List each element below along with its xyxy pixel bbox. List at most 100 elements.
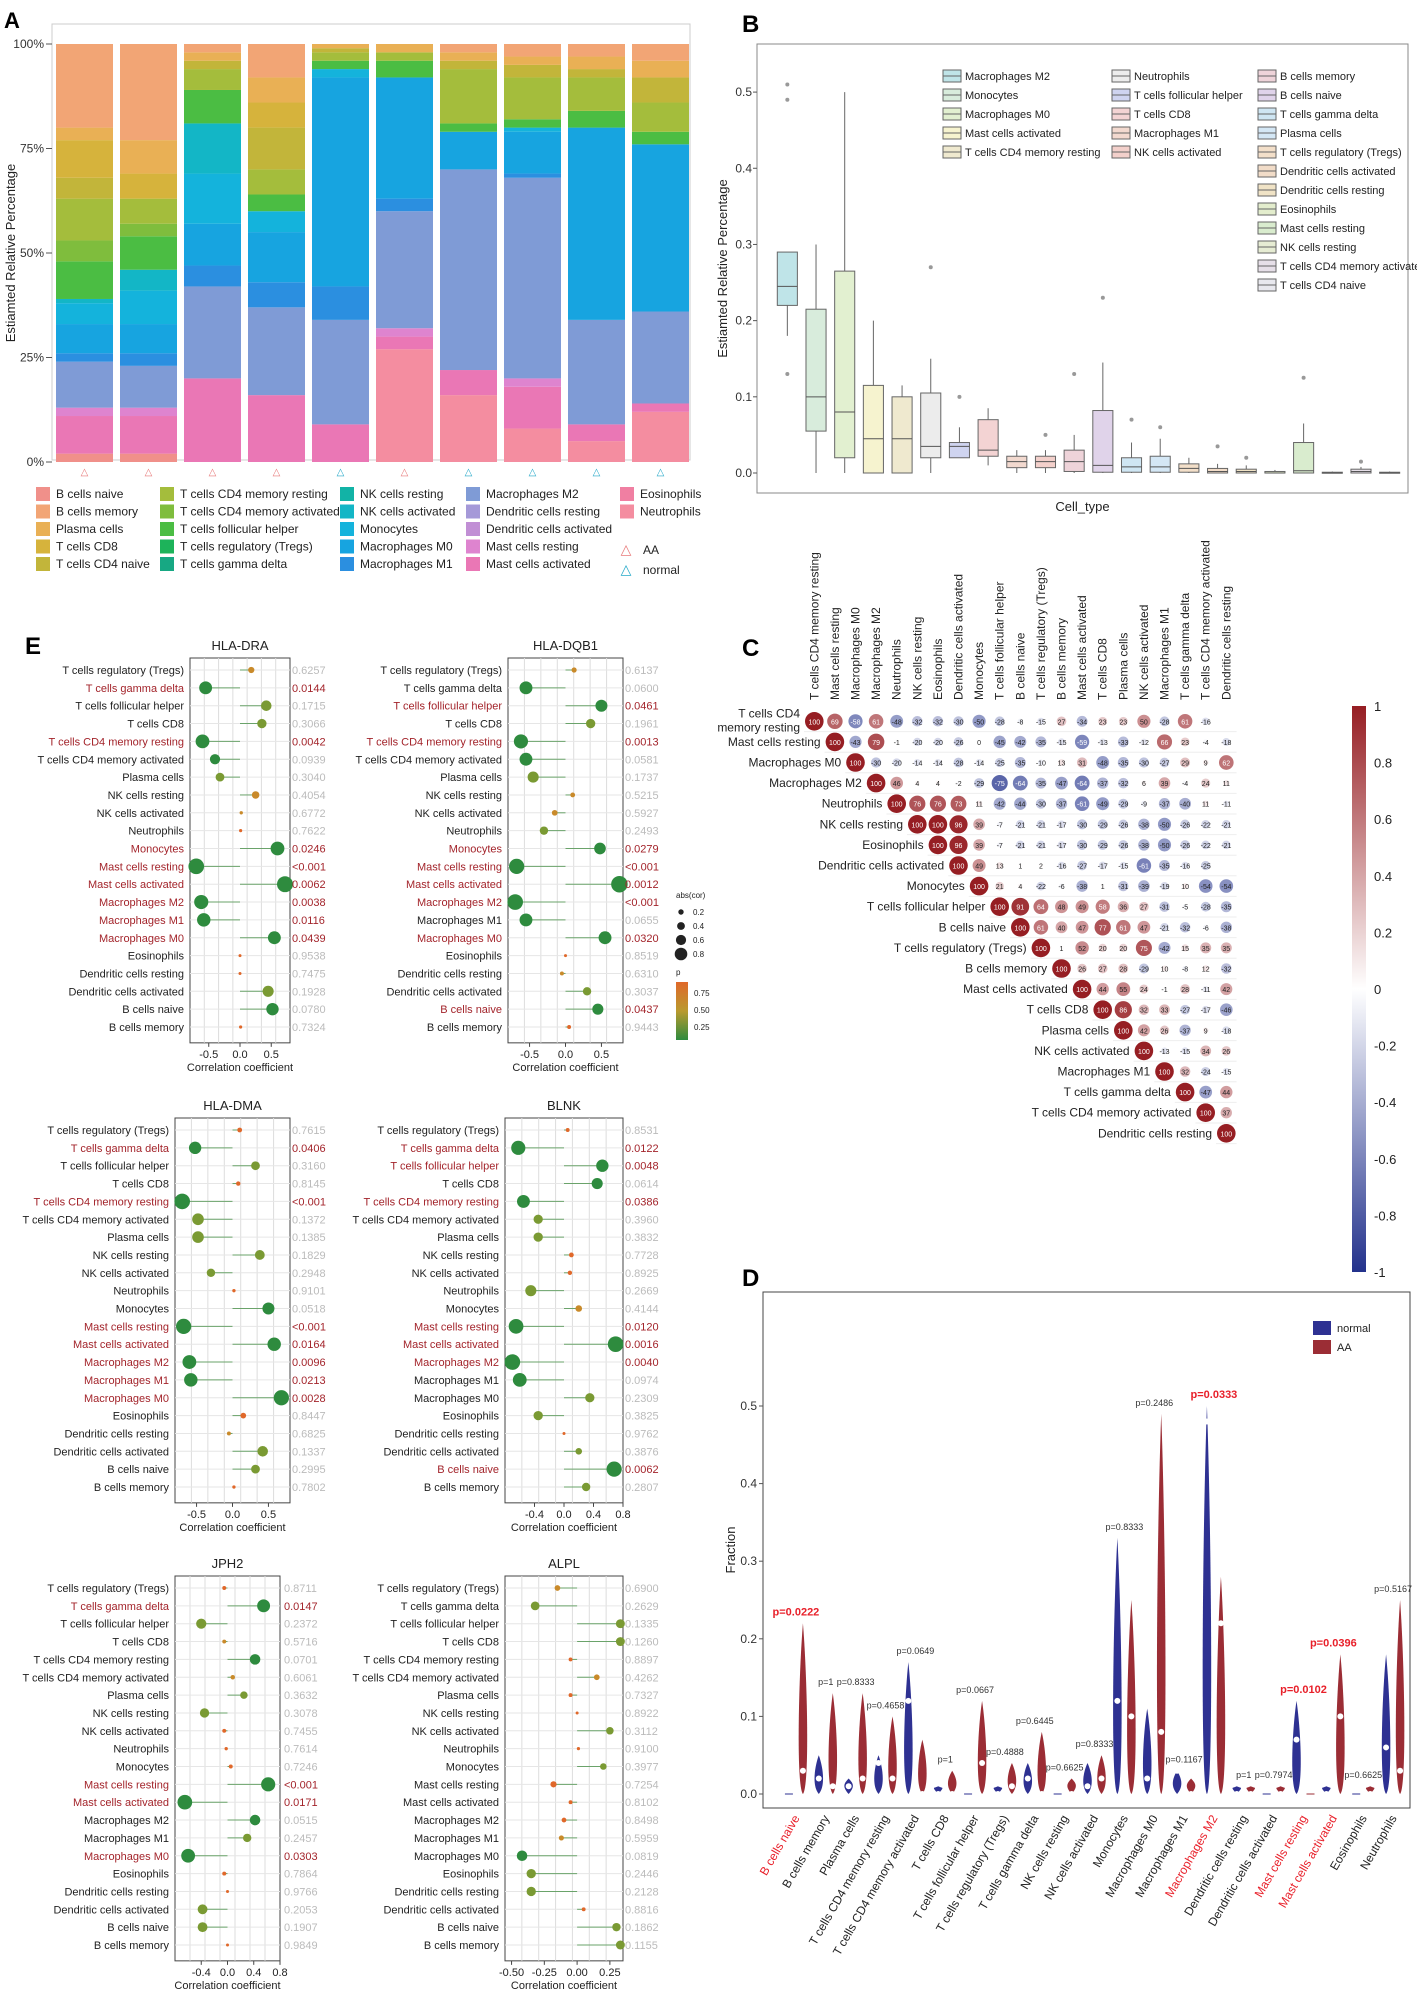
lollipop-dot — [593, 1674, 600, 1681]
bar-segment — [184, 89, 241, 124]
column-label: Dendritic cells activated — [952, 574, 966, 700]
correlation-circle — [974, 778, 985, 789]
legend-label: NK cells resting — [1280, 242, 1356, 254]
correlation-circle — [1114, 1021, 1133, 1040]
lollipop-dot — [533, 1214, 543, 1224]
violin-median — [905, 1697, 912, 1704]
y-tick-label: 25% — [20, 351, 44, 365]
correlation-value: 20 — [1119, 946, 1127, 953]
correlation-value: 9 — [1204, 761, 1208, 768]
p-value-label: p=0.0396 — [1310, 1637, 1357, 1649]
lollipop-dot — [188, 858, 205, 875]
x-tick-label: 0.4 — [246, 1967, 261, 1979]
correlation-value: 100 — [932, 843, 944, 850]
p-value-label: p=0.8333 — [837, 1677, 875, 1687]
p-value-label: 0.7622 — [292, 826, 326, 838]
bar-segment — [248, 102, 305, 128]
correlation-circle — [1017, 883, 1023, 889]
correlation-subplot-HLA-DQB1: HLA-DQB1 T cells regulatory (Tregs) 0.6137… — [355, 638, 658, 1074]
lollipop-dot — [585, 1393, 595, 1403]
column-label: B cells memory — [1055, 618, 1069, 700]
violin-median — [994, 1791, 1001, 1797]
correlation-value: -29 — [1139, 967, 1149, 974]
row-label: Mast cells activated — [406, 879, 502, 891]
correlation-value: -6 — [1203, 925, 1209, 932]
violin-median — [919, 1791, 926, 1797]
bar-segment — [120, 324, 177, 354]
p-value-label: 0.0122 — [625, 1143, 659, 1155]
correlation-circle — [1162, 986, 1167, 992]
bar-segment — [120, 353, 177, 366]
correlation-circle — [1077, 963, 1087, 974]
correlation-circle — [996, 862, 1004, 869]
p-value-label: 0.1961 — [625, 719, 659, 731]
correlation-value: 100 — [932, 822, 944, 829]
correlation-value: 4 — [936, 781, 940, 788]
correlation-circle — [846, 753, 865, 772]
bar-segment — [504, 64, 561, 78]
lollipop-dot — [197, 913, 211, 927]
legend-label: T cells CD4 naive — [1280, 280, 1366, 292]
correlation-value: -30 — [1077, 822, 1087, 829]
correlation-value: 26 — [1222, 1049, 1230, 1056]
row-label: Plasma cells — [440, 772, 502, 784]
correlation-value: -47 — [1201, 1090, 1211, 1097]
row-label: T cells CD4 memory activated — [22, 1672, 169, 1684]
correlation-value: -24 — [1201, 1070, 1211, 1077]
correlation-circle — [991, 775, 1008, 792]
legend-label: Dendritic cells resting — [1280, 185, 1385, 197]
row-label: T cells follicular helper — [393, 701, 502, 713]
correlation-value: -38 — [1221, 925, 1231, 932]
p-value-label: 0.2372 — [284, 1619, 318, 1631]
x-tick-label: -0.5 — [520, 1049, 539, 1061]
violin — [1292, 1700, 1301, 1794]
correlation-value: 33 — [1161, 1008, 1169, 1015]
correlation-circle — [827, 713, 843, 730]
legend-swatch — [620, 504, 634, 519]
row-label: NK cells activated — [82, 1268, 169, 1280]
correlation-circle — [1202, 1027, 1209, 1034]
correlation-circle — [890, 776, 904, 790]
row-label: Mast cells resting — [84, 1779, 169, 1791]
correlation-value: 27 — [1099, 967, 1107, 974]
bar-segment — [440, 69, 497, 124]
correlation-circle — [1182, 904, 1188, 910]
row-label: Dendritic cells resting — [79, 968, 184, 980]
row-label: T cells gamma delta — [71, 1143, 170, 1155]
correlation-circle — [1117, 736, 1129, 748]
correlation-circle — [949, 856, 968, 875]
row-label: T cells CD4 memory activated — [352, 1672, 499, 1684]
correlation-value: -31 — [1118, 884, 1128, 891]
correlation-circle — [1075, 900, 1089, 914]
correlation-circle — [1218, 755, 1234, 770]
legend-label: Dendritic cells activated — [486, 522, 612, 536]
legend-label: Neutrophils — [640, 505, 701, 519]
row-label: Dendritic cells resting — [64, 1428, 169, 1440]
correlation-value: 32 — [1181, 1070, 1189, 1077]
legend-swatch — [36, 557, 50, 571]
p-value-label: <0.001 — [625, 897, 659, 909]
row-label: Dendritic cells activated — [386, 986, 502, 998]
correlation-circle — [1175, 1082, 1195, 1102]
correlation-value: 79 — [872, 740, 880, 747]
correlation-value: 36 — [1119, 905, 1127, 912]
violin-median — [889, 1775, 896, 1782]
correlation-circle — [892, 758, 901, 767]
legend-title: abs(cor) — [676, 891, 706, 900]
correlation-value: -2 — [955, 781, 961, 788]
p-value-label: 0.5959 — [625, 1833, 659, 1845]
correlation-circle — [1201, 717, 1210, 726]
row-label: T cells follicular helper — [390, 1161, 499, 1173]
row-label: Mast cells activated — [403, 1797, 499, 1809]
p-value-label: 0.1829 — [292, 1250, 326, 1262]
bar-segment — [376, 198, 433, 212]
correlation-circle — [1158, 777, 1171, 789]
legend-swatch — [160, 522, 174, 536]
correlation-value: 23 — [1099, 719, 1107, 726]
box — [776, 251, 798, 306]
colorbar-tick-label: -0.4 — [1374, 1095, 1396, 1110]
legend-label: Neutrophils — [1134, 71, 1190, 83]
correlation-value: -20 — [933, 740, 943, 747]
legend-label: T cells CD8 — [56, 540, 118, 554]
violin — [858, 1693, 867, 1794]
